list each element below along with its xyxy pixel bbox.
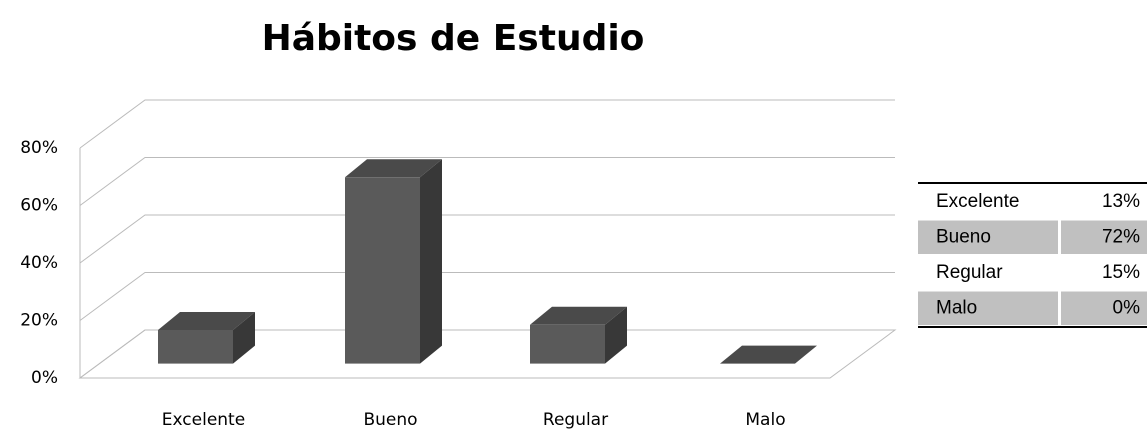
x-tick-label: Bueno: [363, 410, 417, 430]
y-tick-label: 80%: [20, 138, 58, 158]
grid-line: [79, 99, 895, 149]
y-tick-label: 20%: [20, 311, 58, 331]
x-tick-label: Regular: [543, 410, 608, 430]
grid-line: [79, 329, 895, 379]
y-tick-label: 0%: [31, 368, 58, 388]
table-value: 72%: [1102, 226, 1140, 247]
bar-side: [605, 306, 627, 364]
bar-side: [420, 159, 442, 364]
grid-line: [79, 272, 895, 321]
table-value: 13%: [1102, 191, 1140, 212]
y-tick-label: 40%: [20, 253, 58, 273]
bar: [158, 329, 233, 364]
bar-top: [530, 306, 627, 325]
table-row-bg: [918, 220, 1058, 254]
table-category: Excelente: [936, 191, 1019, 212]
bar-top: [158, 311, 255, 330]
table-value: 15%: [1102, 262, 1140, 283]
grid-line: [79, 157, 895, 206]
table-category: Malo: [936, 297, 977, 318]
chart-title: Hábitos de Estudio: [262, 18, 645, 59]
bar-top: [345, 159, 442, 178]
table-row-bg: [1061, 220, 1147, 254]
x-tick-label: Malo: [745, 410, 785, 430]
bar: [345, 177, 420, 364]
bar: [530, 324, 605, 364]
table-category: Bueno: [936, 226, 991, 247]
table-row-bg: [918, 291, 1058, 325]
table-value: 0%: [1113, 297, 1141, 318]
table-row-bg: [1061, 291, 1147, 325]
x-tick-label: Excelente: [162, 410, 245, 430]
grid-line: [79, 214, 895, 264]
y-tick-label: 60%: [20, 196, 58, 216]
table-category: Regular: [936, 262, 1003, 283]
bar-side: [233, 311, 255, 364]
bar-top: [720, 345, 817, 364]
